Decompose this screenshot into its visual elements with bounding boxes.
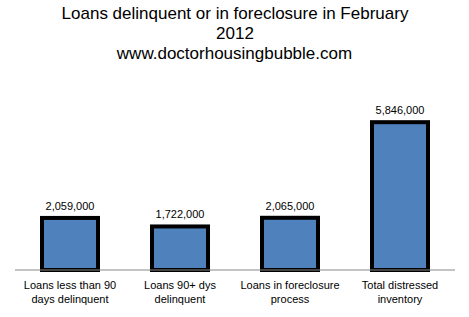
subtitle: www.doctorhousingbubble.com <box>0 44 469 64</box>
bars <box>42 122 428 270</box>
x-axis <box>15 270 455 271</box>
bar <box>372 122 428 270</box>
data-label: 5,846,000 <box>376 104 425 116</box>
data-label: 1,722,000 <box>156 208 205 220</box>
data-label: 2,065,000 <box>266 200 315 212</box>
chart: 2,059,000 1,722,000 2,065,000 5,846,000 <box>0 0 469 317</box>
bar <box>262 218 318 270</box>
page: {"chart_data": {"type": "bar", "title": … <box>0 0 469 317</box>
x-tick-label: Total distressed inventory <box>346 278 454 306</box>
bar <box>152 226 208 270</box>
x-tick-label: Loans less than 90 days delinquent <box>16 278 124 306</box>
bar <box>42 218 98 270</box>
data-label: 2,059,000 <box>46 200 95 212</box>
x-tick-label: Loans in foreclosure process <box>236 278 344 306</box>
title: Loans delinquent or in foreclosure in Fe… <box>44 4 426 44</box>
x-tick-label: Loans 90+ dys delinquent <box>126 278 234 306</box>
